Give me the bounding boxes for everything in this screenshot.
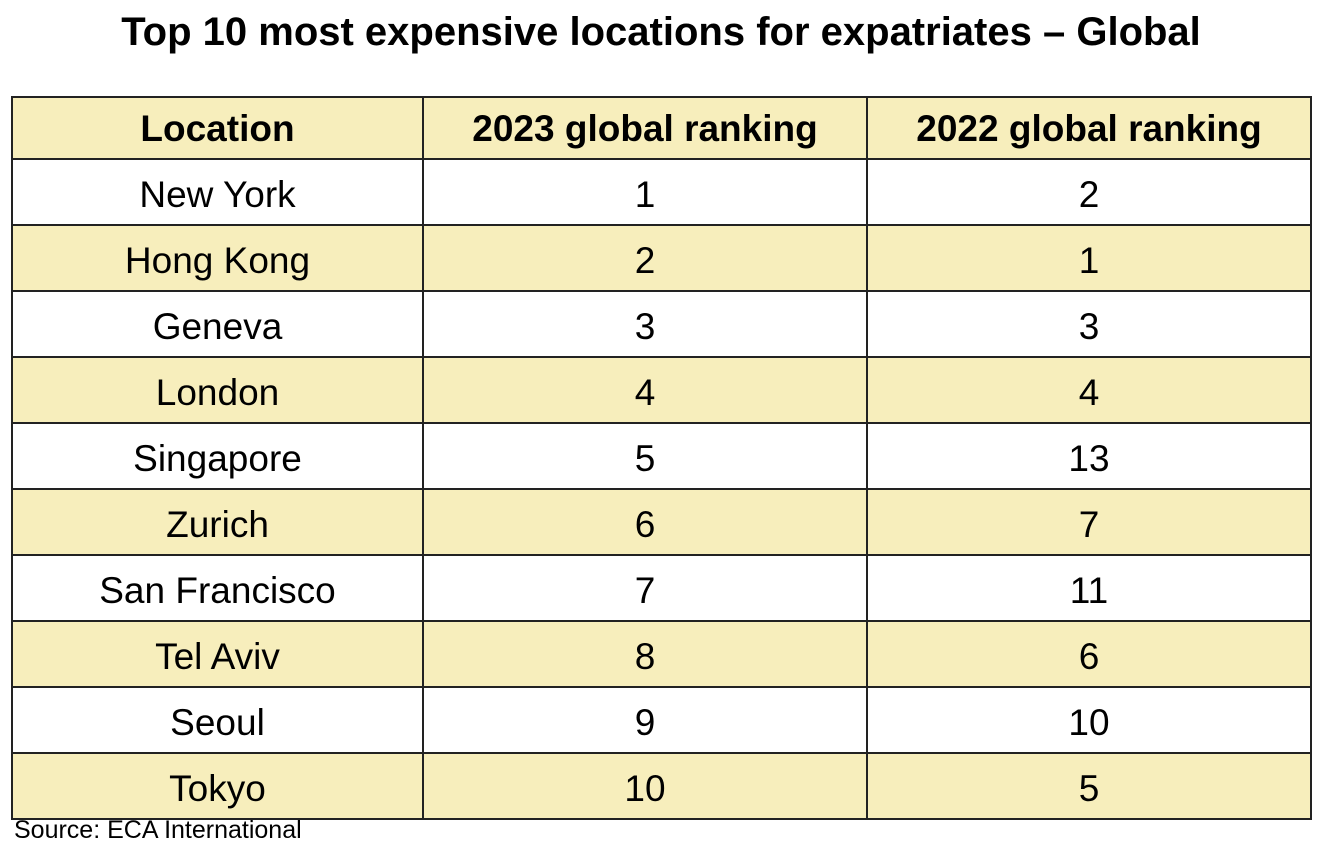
ranking-2022-cell: 4 [866,356,1312,424]
ranking-2022-cell: 3 [866,290,1312,358]
ranking-2023-cell: 6 [422,488,868,556]
table-header-row: Location 2023 global ranking 2022 global… [11,96,1312,160]
table-row: San Francisco 7 11 [11,554,1312,622]
location-cell: Hong Kong [11,224,424,292]
table-row: New York 1 2 [11,158,1312,226]
location-cell: Tokyo [11,752,424,820]
ranking-2023-cell: 3 [422,290,868,358]
location-cell: Singapore [11,422,424,490]
ranking-2023-cell: 5 [422,422,868,490]
location-cell: New York [11,158,424,226]
ranking-2022-cell: 2 [866,158,1312,226]
ranking-table: Location 2023 global ranking 2022 global… [11,96,1312,820]
ranking-2022-cell: 1 [866,224,1312,292]
ranking-2022-cell: 13 [866,422,1312,490]
ranking-2023-cell: 2 [422,224,868,292]
header-2023-ranking: 2023 global ranking [422,96,868,160]
location-cell: San Francisco [11,554,424,622]
location-cell: Zurich [11,488,424,556]
ranking-2023-cell: 1 [422,158,868,226]
location-cell: Seoul [11,686,424,754]
ranking-2022-cell: 11 [866,554,1312,622]
ranking-2022-cell: 7 [866,488,1312,556]
ranking-2023-cell: 4 [422,356,868,424]
ranking-2023-cell: 10 [422,752,868,820]
ranking-2022-cell: 6 [866,620,1312,688]
ranking-2023-cell: 9 [422,686,868,754]
table-row: Tokyo 10 5 [11,752,1312,820]
location-cell: Geneva [11,290,424,358]
ranking-2023-cell: 7 [422,554,868,622]
page-title: Top 10 most expensive locations for expa… [121,10,1201,54]
location-cell: Tel Aviv [11,620,424,688]
location-cell: London [11,356,424,424]
table-row: Zurich 6 7 [11,488,1312,556]
ranking-2023-cell: 8 [422,620,868,688]
table-row: Tel Aviv 8 6 [11,620,1312,688]
ranking-2022-cell: 5 [866,752,1312,820]
table-row: Hong Kong 2 1 [11,224,1312,292]
ranking-2022-cell: 10 [866,686,1312,754]
table-row: Seoul 9 10 [11,686,1312,754]
table-row: Geneva 3 3 [11,290,1312,358]
table-row: London 4 4 [11,356,1312,424]
table-row: Singapore 5 13 [11,422,1312,490]
source-note: Source: ECA International [14,816,302,844]
header-2022-ranking: 2022 global ranking [866,96,1312,160]
header-location: Location [11,96,424,160]
